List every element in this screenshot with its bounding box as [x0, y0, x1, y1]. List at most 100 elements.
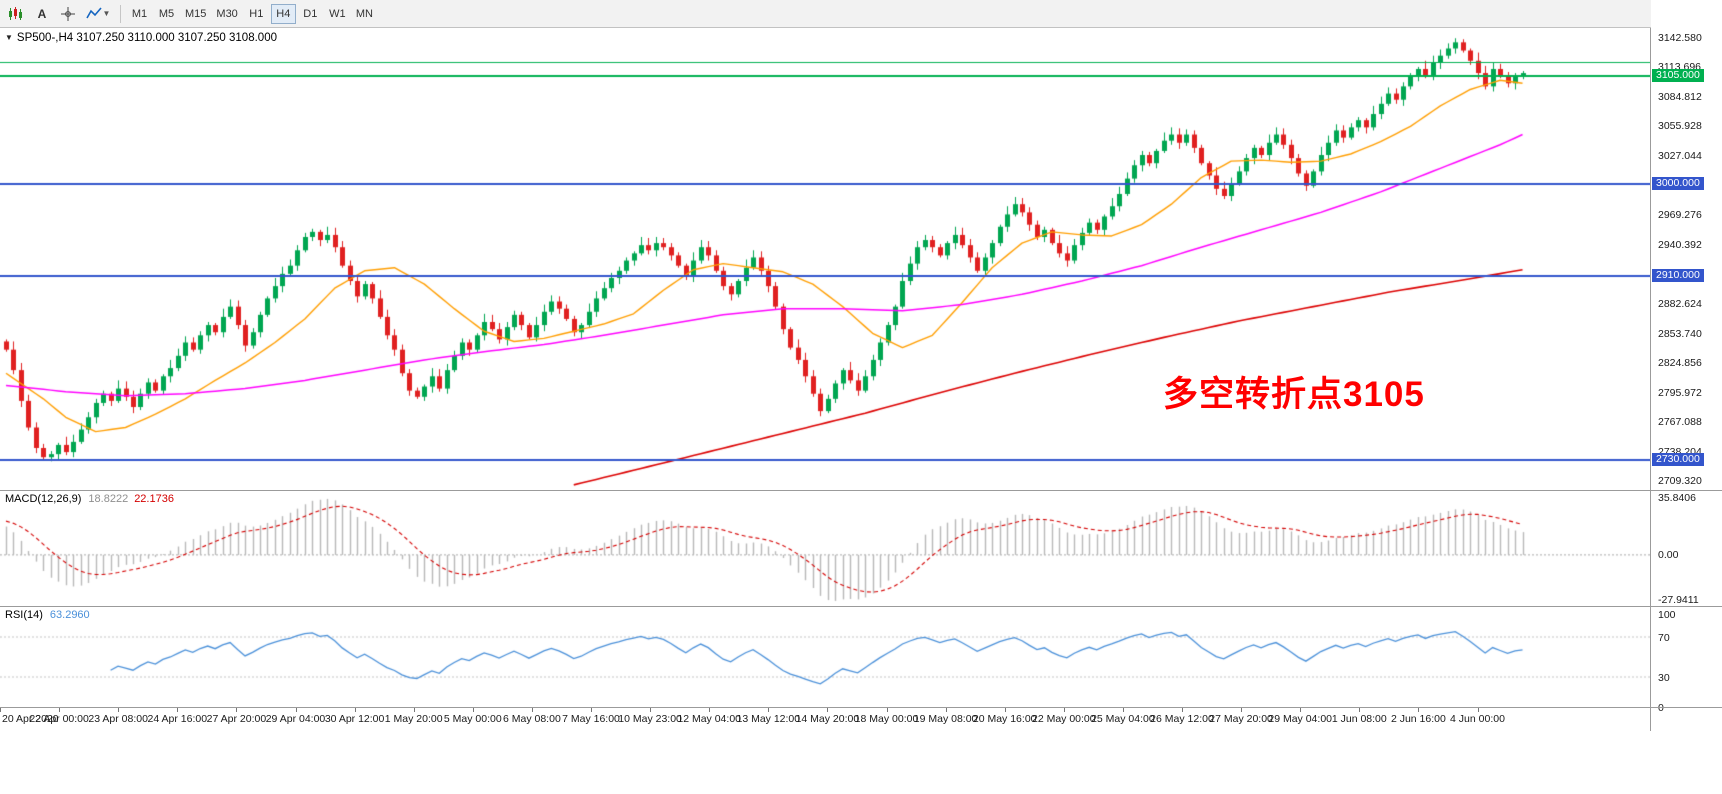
price-scale[interactable]: 3142.580 3113.696 3084.812 3055.928 3027.044… [1651, 0, 1722, 794]
timeframe-button-mn[interactable]: MN [352, 4, 377, 24]
time-axis-tick [472, 708, 474, 712]
rsi-panel-canvas[interactable] [0, 607, 1650, 707]
time-axis-tick [1359, 708, 1361, 712]
time-axis-label: 20 May 16:00 [972, 713, 1037, 725]
time-axis-label: 29 May 04:00 [1268, 713, 1333, 725]
panel-separator-macd[interactable] [0, 490, 1722, 491]
time-axis-label: 20 Apr 2020 [2, 713, 59, 725]
timeframe-button-m30[interactable]: M30 [212, 4, 241, 24]
time-axis-label: 29 Apr 04:00 [265, 713, 326, 725]
time-axis-label: 14 May 20:00 [795, 713, 860, 725]
time-axis-tick [1300, 708, 1302, 712]
price-badge: 3000.000 [1652, 176, 1704, 190]
time-axis-tick [295, 708, 297, 712]
timeframe-button-h4[interactable]: H4 [270, 3, 296, 24]
price-tick: 2767.088 [1658, 416, 1702, 429]
time-axis-tick [1004, 708, 1006, 712]
price-tick: 2940.392 [1658, 238, 1702, 251]
time-axis-tick [0, 708, 1, 712]
time-axis-label: 13 May 12:00 [736, 713, 801, 725]
timeframe-button-d1[interactable]: D1 [298, 4, 323, 24]
main-chart-canvas[interactable] [0, 28, 1650, 490]
time-axis-label: 22 Apr 00:00 [29, 713, 89, 725]
time-axis-tick [236, 708, 238, 712]
price-tick: 3084.812 [1658, 90, 1702, 103]
time-axis-tick [1122, 708, 1124, 712]
macd-signal-value: 22.1736 [134, 493, 174, 505]
time-axis-tick [886, 708, 888, 712]
rsi-scale-tick: 30 [1658, 672, 1670, 684]
price-badge: 2910.000 [1652, 268, 1704, 282]
rsi-name-label: RSI(14) [5, 609, 43, 621]
price-tick: 2882.624 [1658, 297, 1702, 310]
price-tick: 3055.928 [1658, 120, 1702, 133]
time-axis-tick [354, 708, 356, 712]
timeframe-buttons: M1 M5 M15 M30 H1 H4 D1 W1 MN [126, 3, 378, 24]
rsi-scale-tick: 0 [1658, 702, 1664, 714]
timeframe-button-w1[interactable]: W1 [325, 4, 350, 24]
time-axis-label: 5 May 00:00 [443, 713, 502, 725]
timeframe-button-m5[interactable]: M5 [154, 4, 179, 24]
price-tick: 2824.856 [1658, 357, 1702, 370]
time-axis-tick [1418, 708, 1420, 712]
time-axis-label: 27 May 20:00 [1209, 713, 1273, 725]
time-axis-label: 30 Apr 12:00 [324, 713, 385, 725]
price-scale-separator [1650, 28, 1651, 731]
time-axis-label: 10 May 23:00 [618, 713, 682, 725]
time-axis-label: 19 May 08:00 [913, 713, 978, 725]
time-axis[interactable]: 20 Apr 2020 22 Apr 00:00 23 Apr 08:00 24 Ap… [0, 708, 1650, 734]
crosshair-glyph [61, 6, 75, 21]
macd-title: MACD(12,26,9) 18.8222 22.1736 [5, 493, 174, 505]
panel-separator-rsi[interactable] [0, 606, 1722, 607]
price-tick: 2853.740 [1658, 327, 1702, 340]
time-axis-tick [177, 708, 179, 712]
time-axis-tick [827, 708, 829, 712]
candlestick-chart-icon [9, 6, 22, 20]
time-axis-label: 4 Jun 00:00 [1450, 713, 1505, 725]
time-axis-tick [1063, 708, 1065, 712]
time-axis-label: 26 May 12:00 [1150, 713, 1214, 725]
time-axis-tick [650, 708, 652, 712]
macd-scale-tick: 0.00 [1658, 548, 1679, 561]
timeframe-button-m15[interactable]: M15 [181, 4, 210, 24]
time-axis-label: 25 May 04:00 [1091, 713, 1155, 725]
time-axis-label: 2 Jun 16:00 [1390, 713, 1446, 725]
price-tick: 3027.044 [1658, 150, 1702, 162]
indicators-dropdown-icon[interactable]: ▼ [82, 3, 114, 25]
macd-panel-canvas[interactable] [0, 491, 1650, 606]
rsi-value: 63.2960 [49, 609, 90, 621]
time-axis-tick [59, 708, 61, 712]
macd-scale-tick: -27.9411 [1658, 593, 1699, 606]
macd-main-value: 18.8222 [88, 493, 129, 505]
crosshair-icon[interactable] [56, 3, 80, 25]
timeframe-button-h1[interactable]: H1 [244, 4, 269, 24]
time-axis-tick [591, 708, 592, 712]
price-badge: 3105.000 [1652, 69, 1704, 83]
time-axis-label: 1 May 20:00 [384, 713, 443, 725]
rsi-title: RSI(14) 63.2960 [5, 609, 90, 621]
time-axis-label: 12 May 04:00 [677, 713, 742, 725]
text-tool-button[interactable]: A [30, 3, 54, 25]
price-tick: 2709.320 [1658, 475, 1702, 488]
price-tick: 2969.276 [1658, 209, 1702, 222]
toolbar: A ▼ M1 M5 M15 M30 H1 H4 D1 W1 MN [0, 0, 1722, 28]
price-badge: 2730.000 [1652, 453, 1704, 467]
time-axis-label: 22 May 00:00 [1031, 713, 1096, 725]
time-axis-label: 27 Apr 20:00 [206, 713, 267, 725]
time-axis-label: 23 Apr 08:00 [88, 713, 148, 725]
time-axis-label: 24 Apr 16:00 [147, 713, 208, 725]
time-axis-tick [945, 708, 947, 712]
time-axis-tick [118, 708, 120, 712]
time-axis-tick [531, 708, 533, 712]
time-axis-label: 1 Jun 08:00 [1331, 713, 1387, 725]
indicator-zigzag-glyph [85, 7, 102, 19]
charts-icon[interactable] [4, 3, 28, 25]
chart-title: ▼ SP500-,H4 3107.250 3110.000 3107.250 31… [5, 32, 277, 44]
time-axis-tick [1182, 708, 1183, 712]
annotation-text[interactable]: 多空转折点3105 [1163, 375, 1425, 414]
collapse-icon[interactable]: ▼ [5, 33, 13, 42]
timeframe-button-m1[interactable]: M1 [127, 4, 152, 24]
price-tick: 2795.972 [1658, 386, 1702, 399]
macd-name-label: MACD(12,26,9) [5, 493, 82, 505]
